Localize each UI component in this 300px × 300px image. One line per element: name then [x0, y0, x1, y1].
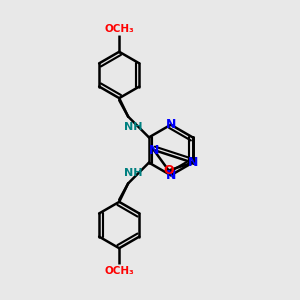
Text: N: N [166, 118, 176, 131]
Text: O: O [163, 164, 174, 177]
Text: N: N [188, 156, 198, 169]
Text: NH: NH [124, 122, 142, 132]
Text: N: N [148, 143, 159, 157]
Text: NH: NH [124, 168, 142, 178]
Text: N: N [166, 169, 176, 182]
Text: OCH₃: OCH₃ [104, 266, 134, 275]
Text: OCH₃: OCH₃ [104, 25, 134, 34]
